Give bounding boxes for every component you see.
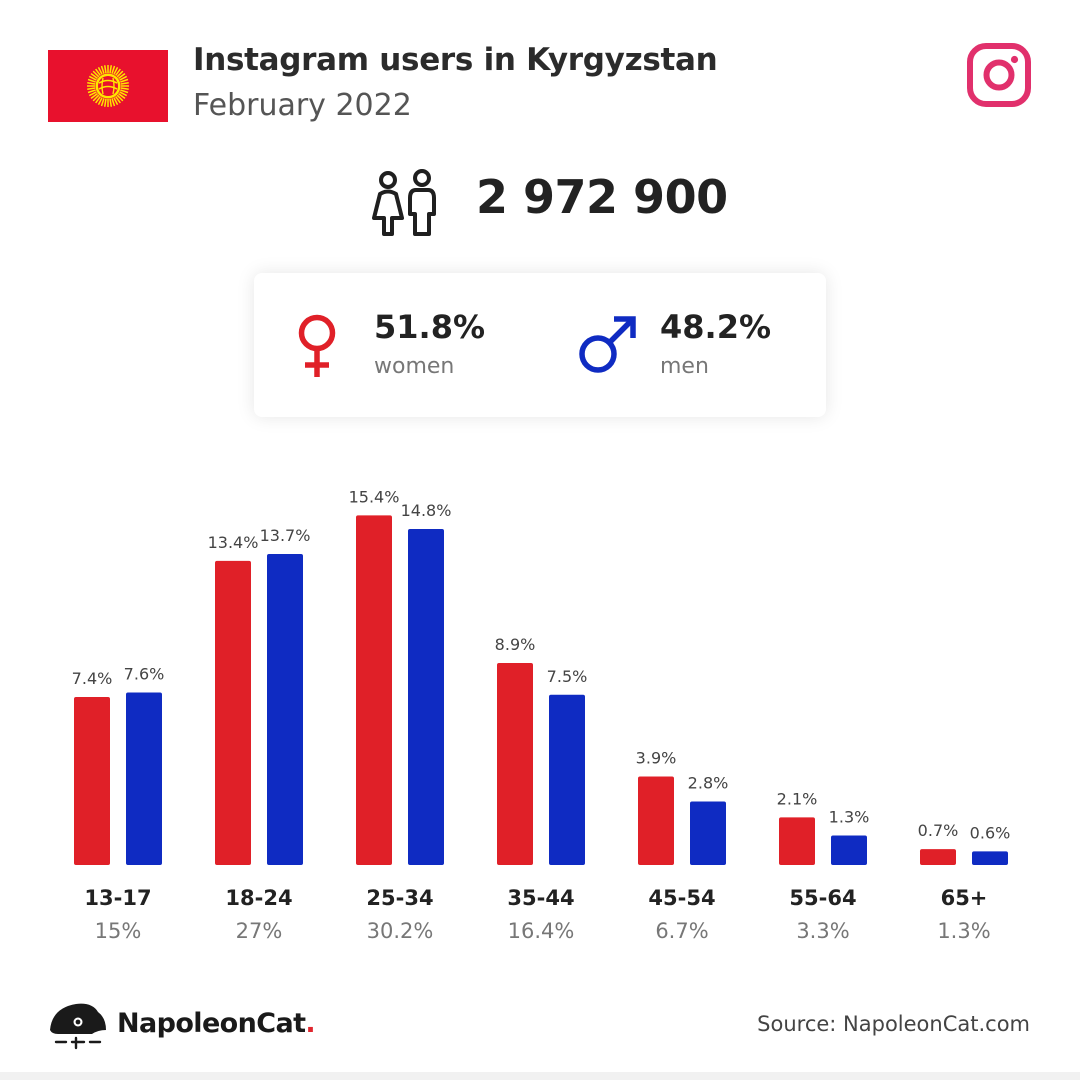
- category-total-35-44: 16.4%: [508, 919, 575, 943]
- bar-women-25-34: [356, 515, 392, 865]
- kyrgyzstan-flag-icon: [48, 50, 168, 122]
- bar-women-35-44: [497, 662, 533, 865]
- category-label-45-54: 45-54: [648, 886, 715, 910]
- page-title: Instagram users in Kyrgyzstan: [193, 42, 718, 78]
- category-total-65+: 1.3%: [937, 919, 990, 943]
- category-label-55-64: 55-64: [789, 886, 856, 910]
- bar-women-13-17: [74, 697, 110, 865]
- total-users-value: 2 972 900: [476, 170, 728, 224]
- value-label-women-35-44: 8.9%: [495, 635, 536, 654]
- source-credit: Source: NapoleonCat.com: [757, 1012, 1030, 1036]
- bar-men-55-64: [831, 835, 867, 865]
- female-symbol-icon: [298, 314, 336, 377]
- category-total-13-17: 15%: [95, 919, 142, 943]
- men-percentage: 48.2%: [660, 308, 772, 346]
- category-label-35-44: 35-44: [507, 886, 574, 910]
- bottom-strip: [0, 1072, 1080, 1080]
- page-subtitle: February 2022: [193, 88, 412, 123]
- category-label-25-34: 25-34: [366, 886, 433, 910]
- bar-men-18-24: [267, 554, 303, 865]
- category-total-45-54: 6.7%: [655, 919, 708, 943]
- bar-women-45-54: [638, 776, 674, 865]
- category-label-13-17: 13-17: [84, 886, 151, 910]
- brand-logo-text: NapoleonCat.: [117, 1008, 316, 1039]
- category-label-65+: 65+: [941, 886, 988, 910]
- value-label-men-45-54: 2.8%: [688, 773, 729, 792]
- value-label-men-35-44: 7.5%: [547, 667, 588, 686]
- brand-dot: .: [305, 1008, 316, 1039]
- male-symbol-icon: [579, 316, 636, 373]
- women-percentage: 51.8%: [374, 308, 486, 346]
- bar-men-13-17: [126, 692, 162, 865]
- gender-card: [254, 273, 826, 417]
- bar-men-65+: [972, 851, 1008, 865]
- men-label: men: [660, 354, 709, 379]
- value-label-women-55-64: 2.1%: [777, 789, 818, 808]
- bar-women-55-64: [779, 817, 815, 865]
- category-total-25-34: 30.2%: [367, 919, 434, 943]
- value-label-men-55-64: 1.3%: [829, 807, 870, 826]
- value-label-men-13-17: 7.6%: [124, 664, 165, 683]
- value-label-men-18-24: 13.7%: [260, 526, 311, 545]
- value-label-women-13-17: 7.4%: [72, 669, 113, 688]
- value-label-women-45-54: 3.9%: [636, 748, 677, 767]
- category-total-55-64: 3.3%: [796, 919, 849, 943]
- brand-name: NapoleonCat: [117, 1008, 306, 1039]
- category-total-18-24: 27%: [236, 919, 283, 943]
- bar-women-18-24: [215, 560, 251, 865]
- napoleoncat-logo-icon: [50, 1003, 106, 1050]
- category-label-18-24: 18-24: [225, 886, 292, 910]
- bar-men-35-44: [549, 694, 585, 865]
- instagram-icon: [967, 43, 1031, 107]
- women-label: women: [374, 354, 455, 379]
- value-label-women-18-24: 13.4%: [208, 533, 259, 552]
- users-icon: [372, 169, 436, 236]
- bar-men-25-34: [408, 529, 444, 865]
- value-label-men-65+: 0.6%: [970, 823, 1011, 842]
- value-label-women-25-34: 15.4%: [349, 487, 400, 506]
- bar-women-65+: [920, 849, 956, 865]
- value-label-women-65+: 0.7%: [918, 821, 959, 840]
- bar-men-45-54: [690, 801, 726, 865]
- value-label-men-25-34: 14.8%: [401, 501, 452, 520]
